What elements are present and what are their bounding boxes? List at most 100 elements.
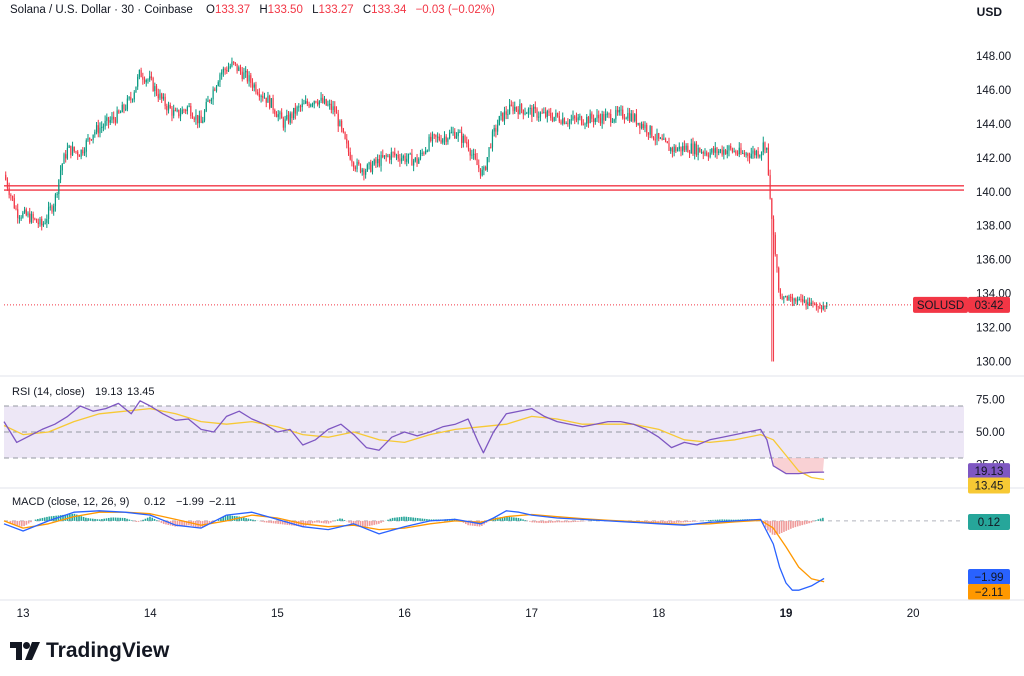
candle-body <box>210 99 212 102</box>
candle-body <box>491 131 494 148</box>
candle-body <box>234 62 236 64</box>
candle-body <box>426 150 428 152</box>
rsi-value-tag-bg <box>968 463 1010 480</box>
candle-body <box>623 118 626 120</box>
candle-body <box>786 296 788 301</box>
candle-body <box>85 140 87 152</box>
candle-body <box>313 101 315 105</box>
candle-body <box>212 89 214 100</box>
candle-body <box>281 112 283 119</box>
candle-body <box>817 306 819 308</box>
candle-body <box>65 154 67 159</box>
candle-body <box>702 152 704 154</box>
candle-body <box>299 106 302 108</box>
signal-legend-value: −2.11 <box>209 496 236 508</box>
candle-body <box>724 149 727 155</box>
candle-body <box>125 108 127 110</box>
candle-body <box>738 147 740 155</box>
candle-body <box>608 113 610 115</box>
candle-body <box>683 146 686 150</box>
candle-body <box>654 139 656 141</box>
candle-body <box>442 139 444 143</box>
candle-body <box>203 111 206 121</box>
candle-body <box>202 120 204 123</box>
time-axis[interactable]: 13 14 15 16 17 18 19 20 <box>0 599 1024 620</box>
candle-body <box>363 169 365 175</box>
macd-pane[interactable]: MACD (close, 12, 26, 9) 0.12 −1.99 −2.11 0.1… <box>3 496 1010 600</box>
candle-body <box>183 109 185 111</box>
candle-body <box>752 150 754 154</box>
candle-body <box>449 132 451 139</box>
candle-body <box>757 150 759 157</box>
candle-body <box>718 151 720 154</box>
candle-body <box>260 95 262 97</box>
candle-body <box>646 124 648 133</box>
rsi-tick-label: 75.00 <box>976 395 1005 407</box>
candle-body <box>803 300 805 302</box>
candle-body <box>392 152 394 154</box>
candle-body <box>329 103 331 105</box>
candle-body <box>90 139 93 141</box>
candle-body <box>198 115 200 124</box>
candle-body <box>373 159 375 165</box>
candle-body <box>238 67 240 71</box>
candle-body <box>723 149 725 155</box>
candle-body <box>747 153 749 157</box>
change-value: −0.03 (−0.02%) <box>415 4 495 16</box>
candle-body <box>135 86 137 93</box>
time-tick-label: 16 <box>398 608 411 620</box>
chart-header: Solana / U.S. Dollar · 30 · Coinbase O13… <box>10 4 501 20</box>
candle-body <box>514 106 516 112</box>
candle-body <box>680 146 682 152</box>
candle-body <box>293 107 295 119</box>
candle-body <box>47 207 50 220</box>
price-tag-countdown: 03:42 <box>975 300 1004 312</box>
candle-body <box>334 106 336 113</box>
candle-body <box>272 98 274 111</box>
rsi-ma-value-tag: 13.45 <box>975 481 1004 493</box>
candle-body <box>296 106 298 114</box>
candle-body <box>99 127 101 134</box>
open-label: O <box>206 4 215 16</box>
candle-body <box>580 116 583 125</box>
candle-body <box>543 111 545 113</box>
candle-body <box>377 159 379 164</box>
macd-legend-value: −1.99 <box>176 496 204 508</box>
candle-body <box>682 146 684 152</box>
candle-body <box>450 132 452 134</box>
candle-body <box>251 82 254 88</box>
candle-body <box>606 113 608 115</box>
signal-value-tag: −2.11 <box>975 587 1003 599</box>
candle-body <box>71 146 74 156</box>
candle-body <box>706 152 708 156</box>
candle-body <box>289 113 291 123</box>
candle-body <box>219 74 221 83</box>
candle-body <box>796 299 799 302</box>
price-tag-symbol: SOLUSD <box>917 300 964 312</box>
time-tick-label: 20 <box>907 608 920 620</box>
price-tag-countdown-bg <box>968 296 1010 313</box>
candle-body <box>46 219 48 223</box>
candle-body <box>512 105 514 112</box>
candle-body <box>452 131 454 133</box>
candle-body <box>572 116 574 120</box>
candle-body <box>510 104 512 106</box>
price-pane[interactable]: 130.00132.00134.00136.00138.00140.00142.… <box>0 51 1024 377</box>
candle-body <box>92 134 94 140</box>
candle-body <box>258 94 260 97</box>
candle-body <box>666 141 668 144</box>
candle-body <box>688 152 691 154</box>
candle-body <box>490 147 492 149</box>
candle-body <box>366 164 368 172</box>
tradingview-wordmark: TradingView <box>46 639 170 662</box>
candle-body <box>20 217 22 219</box>
candle-body <box>625 118 627 120</box>
candle-body <box>807 302 809 305</box>
candle-body <box>353 162 355 168</box>
high-label: H <box>259 4 268 16</box>
candle-body <box>778 267 780 290</box>
candle-body <box>822 305 824 309</box>
open-value: 133.37 <box>214 4 251 16</box>
